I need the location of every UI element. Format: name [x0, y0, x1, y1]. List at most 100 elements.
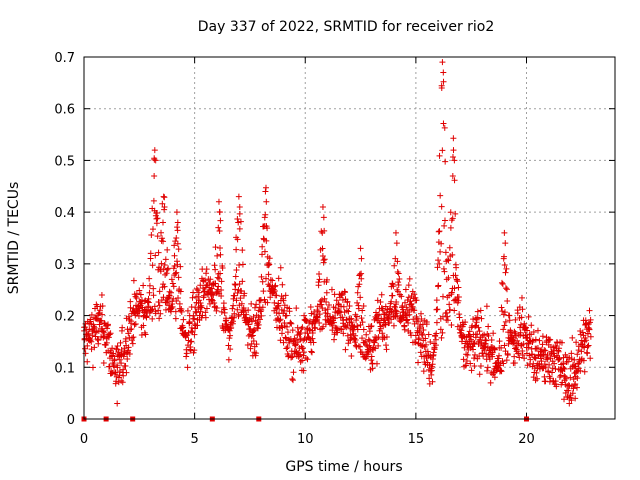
- data-point: [449, 172, 456, 179]
- data-point: [166, 288, 173, 295]
- x-tick-label: 0: [80, 432, 88, 447]
- data-point: [131, 321, 138, 328]
- data-point: [297, 358, 304, 365]
- data-point: [310, 339, 317, 346]
- data-point: [442, 158, 449, 165]
- data-point: [156, 302, 163, 309]
- data-point: [100, 360, 107, 367]
- data-point: [324, 306, 331, 313]
- data-point: [184, 307, 191, 314]
- data-point: [491, 374, 498, 381]
- data-point: [547, 336, 554, 343]
- data-point: [300, 349, 307, 356]
- data-point: [451, 177, 458, 184]
- data-point: [232, 282, 239, 289]
- data-point: [191, 347, 198, 354]
- data-point: [504, 351, 511, 358]
- data-point: [498, 344, 505, 351]
- chart-title: Day 337 of 2022, SRMTID for receiver rio…: [198, 19, 495, 35]
- data-point: [500, 360, 507, 367]
- data-point: [262, 275, 269, 282]
- data-point: [122, 335, 129, 342]
- data-point: [259, 304, 266, 311]
- data-point: [440, 120, 447, 127]
- data-point: [435, 228, 442, 235]
- data-point: [366, 328, 373, 335]
- data-point: [501, 322, 508, 329]
- data-point: [476, 336, 483, 343]
- data-point: [172, 270, 179, 277]
- data-point: [129, 340, 136, 347]
- data-point: [195, 289, 202, 296]
- data-point: [545, 368, 552, 375]
- data-point: [377, 299, 384, 306]
- data-point: [501, 309, 508, 316]
- data-point: [270, 286, 277, 293]
- data-point: [315, 282, 322, 289]
- data-point: [150, 197, 157, 204]
- data-point: [583, 349, 590, 356]
- data-point: [239, 278, 246, 285]
- data-point: [448, 321, 455, 328]
- data-point: [281, 307, 288, 314]
- data-point: [519, 351, 526, 358]
- data-point: [401, 326, 408, 333]
- data-point: [288, 320, 295, 327]
- data-point: [352, 332, 359, 339]
- data-point: [227, 346, 234, 353]
- data-point: [580, 357, 587, 364]
- data-point: [518, 294, 525, 301]
- data-point: [164, 246, 171, 253]
- data-point: [151, 172, 158, 179]
- data-point: [496, 338, 503, 345]
- data-point: [499, 280, 506, 287]
- data-point: [484, 364, 491, 371]
- data-point: [587, 355, 594, 362]
- data-point: [151, 147, 158, 154]
- data-point: [375, 342, 382, 349]
- data-point: [438, 203, 445, 210]
- data-point: [91, 324, 98, 331]
- data-point: [584, 350, 591, 357]
- data-point: [304, 356, 311, 363]
- data-point: [292, 342, 299, 349]
- data-point: [328, 286, 335, 293]
- data-point: [283, 312, 290, 319]
- data-point: [526, 352, 533, 359]
- data-point: [417, 349, 424, 356]
- data-point: [511, 353, 518, 360]
- data-point: [393, 298, 400, 305]
- data-point: [146, 289, 153, 296]
- data-point: [568, 397, 575, 404]
- data-point: [94, 336, 101, 343]
- data-point: [530, 329, 537, 336]
- data-point: [405, 319, 412, 326]
- data-point: [566, 354, 573, 361]
- data-point: [171, 242, 178, 249]
- data-point: [277, 316, 284, 323]
- data-point: [203, 270, 210, 277]
- data-point: [107, 330, 114, 337]
- data-point: [282, 292, 289, 299]
- data-point: [344, 299, 351, 306]
- x-tick-label: 15: [408, 432, 425, 447]
- data-point: [89, 364, 96, 371]
- data-point: [155, 307, 162, 314]
- data-point: [275, 302, 282, 309]
- data-point: [547, 355, 554, 362]
- data-point: [521, 355, 528, 362]
- data-point: [406, 311, 413, 318]
- data-point: [464, 352, 471, 359]
- data-point: [447, 209, 454, 216]
- data-point: [330, 319, 337, 326]
- data-point: [332, 315, 339, 322]
- data-point: [283, 345, 290, 352]
- data-point: [448, 289, 455, 296]
- data-point: [173, 269, 180, 276]
- data-point: [572, 363, 579, 370]
- data-point: [468, 336, 475, 343]
- data-point: [378, 291, 385, 298]
- data-point: [481, 346, 488, 353]
- data-point: [498, 279, 505, 286]
- data-point: [211, 299, 218, 306]
